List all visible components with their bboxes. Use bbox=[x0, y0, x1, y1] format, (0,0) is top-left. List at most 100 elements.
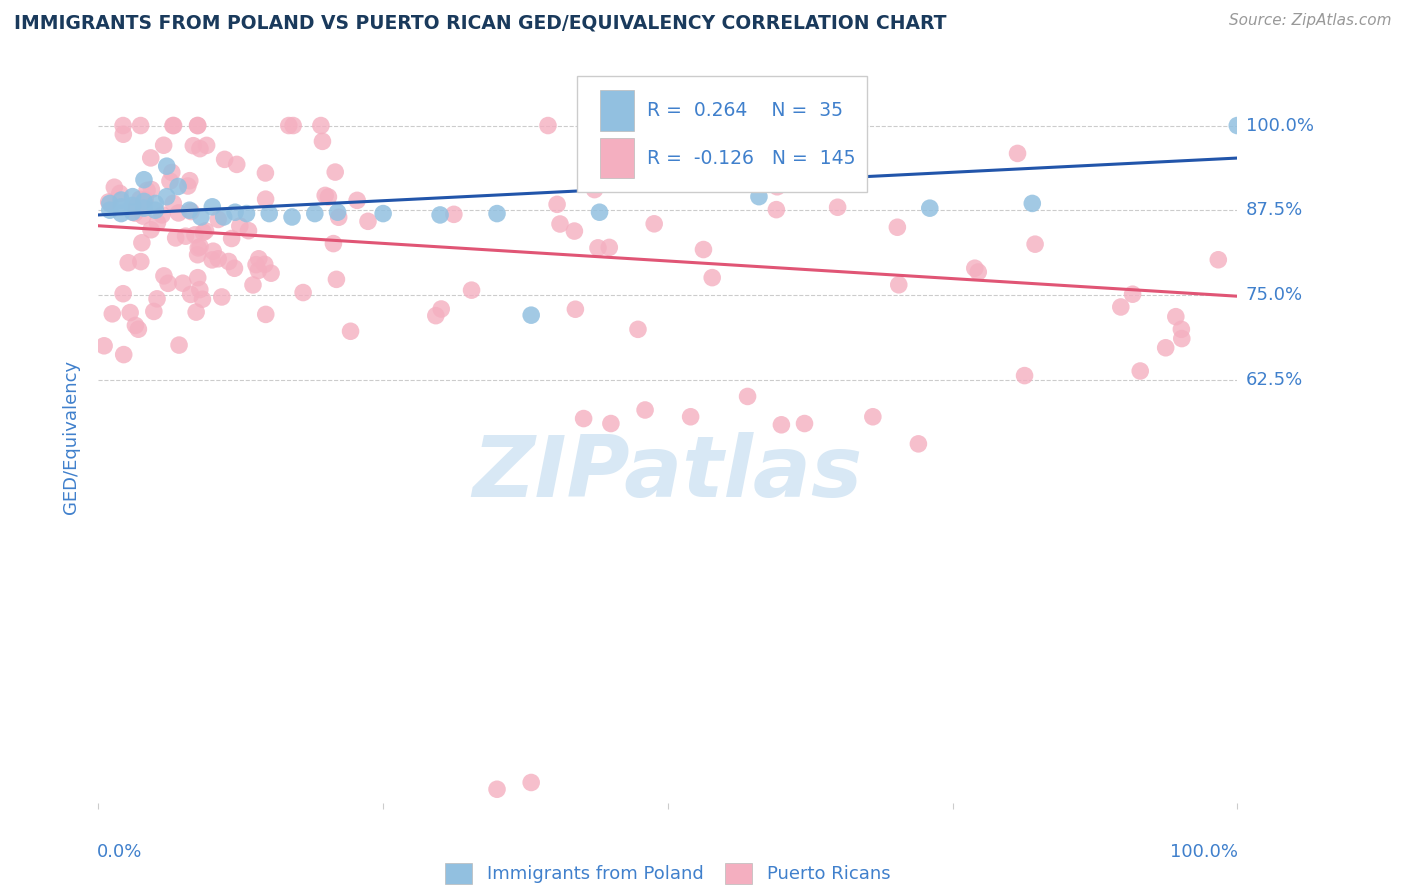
Point bbox=[918, 201, 941, 215]
Point bbox=[146, 216, 169, 230]
Point bbox=[588, 205, 610, 219]
Point bbox=[486, 782, 509, 797]
Point bbox=[692, 243, 714, 257]
Point bbox=[1122, 287, 1144, 301]
Point bbox=[188, 142, 211, 156]
Point bbox=[180, 287, 202, 301]
Text: ZIPatlas: ZIPatlas bbox=[472, 432, 863, 516]
Point bbox=[167, 338, 190, 352]
Point bbox=[207, 212, 229, 227]
Point bbox=[281, 119, 304, 133]
Point bbox=[167, 206, 190, 220]
Point bbox=[254, 307, 277, 321]
Text: IMMIGRANTS FROM POLAND VS PUERTO RICAN GED/EQUIVALENCY CORRELATION CHART: IMMIGRANTS FROM POLAND VS PUERTO RICAN G… bbox=[14, 13, 946, 32]
Point bbox=[184, 305, 207, 319]
Point bbox=[425, 309, 447, 323]
Point bbox=[277, 119, 299, 133]
Point bbox=[177, 179, 200, 194]
Point bbox=[564, 302, 586, 317]
Point bbox=[323, 165, 346, 179]
Point bbox=[194, 224, 217, 238]
Point bbox=[1129, 364, 1152, 378]
Point bbox=[1007, 146, 1029, 161]
Point bbox=[156, 189, 179, 203]
Point bbox=[766, 179, 789, 194]
Point bbox=[127, 322, 149, 336]
Point bbox=[112, 286, 135, 301]
Y-axis label: GED/Equivalency: GED/Equivalency bbox=[62, 360, 80, 514]
Point bbox=[583, 183, 606, 197]
Point bbox=[121, 205, 143, 219]
Point bbox=[827, 200, 849, 214]
Point bbox=[1170, 322, 1192, 336]
Point bbox=[132, 201, 155, 215]
Point bbox=[179, 203, 201, 218]
Point bbox=[121, 198, 143, 212]
Point bbox=[132, 172, 155, 186]
Point bbox=[188, 283, 211, 297]
Point bbox=[1021, 196, 1043, 211]
Point bbox=[537, 119, 560, 133]
Point bbox=[191, 292, 214, 306]
Point bbox=[254, 192, 277, 206]
Point bbox=[963, 261, 986, 276]
FancyBboxPatch shape bbox=[576, 77, 868, 192]
Point bbox=[325, 272, 347, 286]
Point bbox=[346, 194, 368, 208]
Point bbox=[247, 263, 270, 277]
Point bbox=[187, 241, 209, 255]
Point bbox=[679, 409, 702, 424]
Text: R =  0.264    N =  35: R = 0.264 N = 35 bbox=[647, 101, 844, 120]
Point bbox=[150, 208, 173, 222]
Text: 100.0%: 100.0% bbox=[1246, 117, 1313, 135]
Point bbox=[770, 417, 793, 432]
Point bbox=[162, 196, 184, 211]
Point bbox=[146, 292, 169, 306]
Text: 62.5%: 62.5% bbox=[1246, 370, 1303, 389]
Point bbox=[129, 192, 152, 206]
Point bbox=[339, 324, 361, 338]
Point bbox=[737, 389, 759, 403]
Point bbox=[186, 119, 208, 133]
Point bbox=[371, 206, 394, 220]
Point bbox=[132, 209, 155, 223]
Point bbox=[97, 194, 120, 209]
Point bbox=[357, 214, 380, 228]
Point bbox=[121, 189, 143, 203]
Point bbox=[139, 151, 162, 165]
Point bbox=[110, 200, 132, 214]
Point bbox=[207, 252, 229, 266]
Legend: Immigrants from Poland, Puerto Ricans: Immigrants from Poland, Puerto Ricans bbox=[439, 855, 897, 891]
Point bbox=[318, 190, 340, 204]
FancyBboxPatch shape bbox=[599, 90, 634, 130]
Text: Source: ZipAtlas.com: Source: ZipAtlas.com bbox=[1229, 13, 1392, 29]
Point bbox=[1206, 252, 1229, 267]
Point bbox=[181, 138, 204, 153]
Point bbox=[157, 277, 180, 291]
Point bbox=[172, 277, 194, 291]
Point bbox=[187, 119, 209, 133]
Point bbox=[1024, 237, 1046, 252]
Point bbox=[311, 134, 333, 148]
Point bbox=[101, 307, 124, 321]
Text: R =  -0.126   N =  145: R = -0.126 N = 145 bbox=[647, 149, 856, 168]
Point bbox=[1154, 341, 1177, 355]
Point bbox=[211, 290, 233, 304]
Point bbox=[187, 270, 209, 285]
Point bbox=[235, 206, 257, 220]
FancyBboxPatch shape bbox=[599, 138, 634, 178]
Point bbox=[328, 211, 350, 225]
Point bbox=[98, 196, 121, 211]
Point bbox=[112, 119, 135, 133]
Point bbox=[652, 119, 675, 133]
Point bbox=[224, 205, 246, 219]
Text: 100.0%: 100.0% bbox=[1170, 843, 1239, 861]
Point bbox=[224, 261, 246, 276]
Point bbox=[572, 411, 595, 425]
Point bbox=[1109, 300, 1132, 314]
Point bbox=[195, 138, 218, 153]
Point bbox=[193, 225, 215, 239]
Point bbox=[1164, 310, 1187, 324]
Point bbox=[187, 248, 209, 262]
Text: 75.0%: 75.0% bbox=[1246, 285, 1303, 304]
